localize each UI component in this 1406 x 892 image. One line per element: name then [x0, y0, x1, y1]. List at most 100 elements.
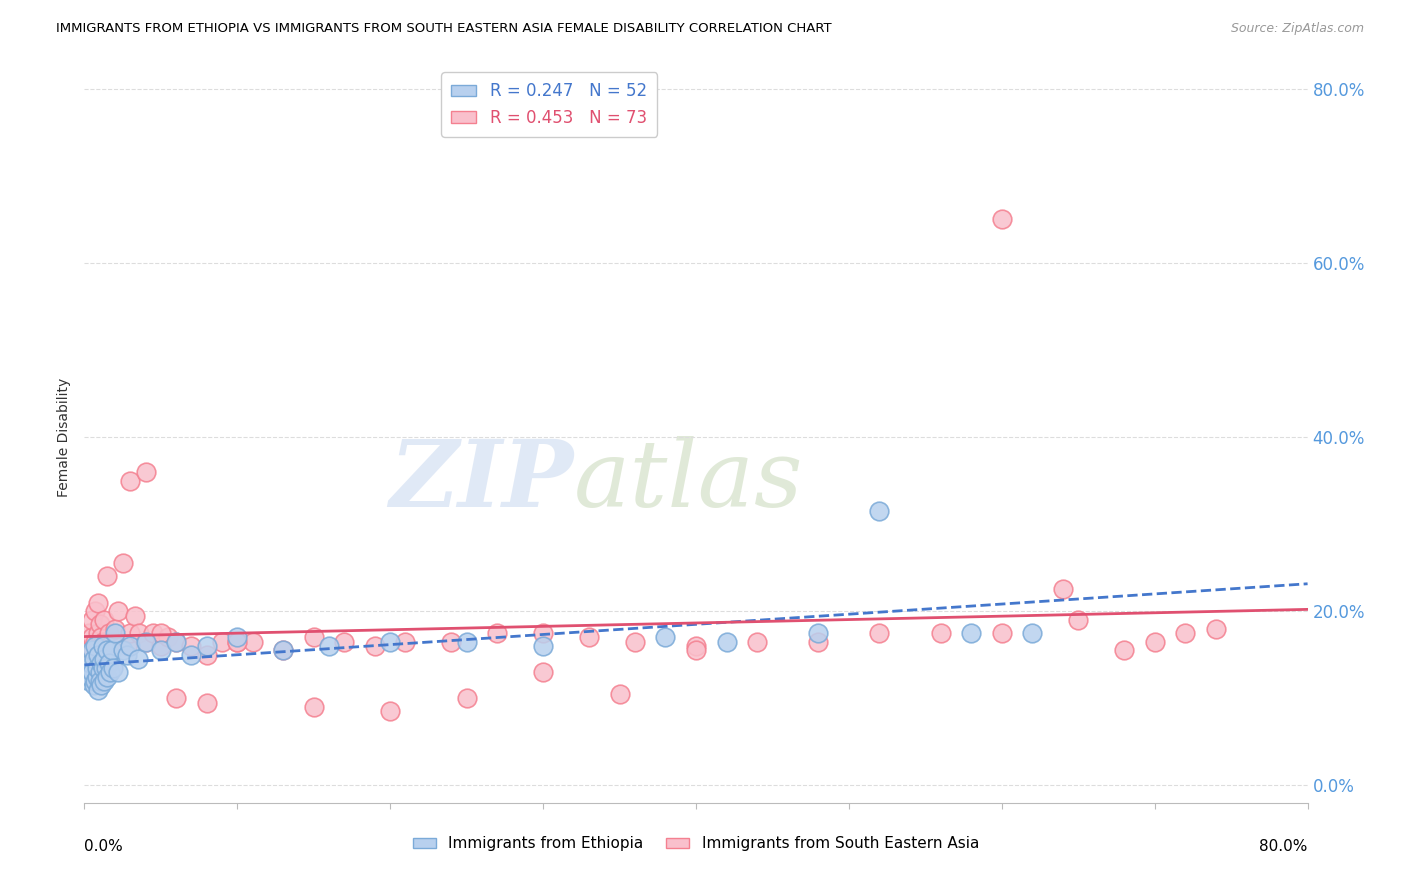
Point	[87, 595, 110, 609]
Point	[195, 696, 218, 710]
Point	[807, 634, 830, 648]
Point	[195, 648, 218, 662]
Point	[531, 626, 554, 640]
Point	[195, 639, 218, 653]
Point	[79, 643, 101, 657]
Point	[90, 631, 112, 645]
Point	[991, 626, 1014, 640]
Point	[440, 634, 463, 648]
Point	[96, 569, 118, 583]
Point	[89, 673, 111, 688]
Point	[84, 604, 107, 618]
Point	[94, 639, 117, 653]
Point	[124, 608, 146, 623]
Point	[79, 669, 101, 683]
Point	[76, 639, 98, 653]
Point	[960, 626, 983, 640]
Point	[89, 665, 111, 680]
Point	[226, 634, 249, 648]
Point	[929, 626, 952, 640]
Point	[128, 626, 150, 640]
Point	[624, 634, 647, 648]
Point	[165, 634, 187, 648]
Point	[869, 504, 891, 518]
Point	[76, 661, 98, 675]
Point	[149, 639, 172, 653]
Point	[80, 665, 103, 680]
Point	[1174, 626, 1197, 640]
Y-axis label: Female Disability: Female Disability	[58, 377, 72, 497]
Point	[318, 639, 340, 653]
Point	[91, 639, 114, 653]
Point	[685, 639, 707, 653]
Point	[1067, 613, 1090, 627]
Point	[79, 657, 101, 671]
Point	[107, 665, 129, 680]
Point	[84, 673, 107, 688]
Point	[94, 661, 117, 675]
Point	[149, 643, 172, 657]
Point	[716, 634, 738, 648]
Point	[486, 626, 509, 640]
Point	[1143, 634, 1166, 648]
Point	[101, 643, 124, 657]
Point	[302, 700, 325, 714]
Point	[83, 678, 105, 692]
Point	[211, 634, 233, 648]
Point	[609, 687, 631, 701]
Point	[98, 665, 121, 680]
Point	[685, 643, 707, 657]
Point	[104, 626, 127, 640]
Point	[1114, 643, 1136, 657]
Point	[91, 661, 114, 675]
Point	[90, 657, 112, 671]
Point	[89, 617, 111, 632]
Point	[1052, 582, 1074, 597]
Point	[531, 665, 554, 680]
Point	[115, 648, 138, 662]
Point	[242, 634, 264, 648]
Point	[87, 682, 110, 697]
Point	[93, 652, 115, 666]
Point	[84, 634, 107, 648]
Point	[149, 626, 172, 640]
Point	[654, 631, 676, 645]
Point	[271, 643, 294, 657]
Point	[90, 678, 112, 692]
Point	[77, 673, 100, 688]
Point	[127, 652, 149, 666]
Text: 0.0%: 0.0%	[84, 839, 124, 855]
Text: IMMIGRANTS FROM ETHIOPIA VS IMMIGRANTS FROM SOUTH EASTERN ASIA FEMALE DISABILITY: IMMIGRANTS FROM ETHIOPIA VS IMMIGRANTS F…	[56, 22, 832, 36]
Point	[104, 622, 127, 636]
Point	[380, 705, 402, 719]
Point	[157, 631, 180, 645]
Point	[120, 639, 142, 653]
Text: atlas: atlas	[574, 436, 803, 526]
Point	[578, 631, 600, 645]
Point	[87, 626, 110, 640]
Point	[394, 634, 416, 648]
Point	[89, 639, 111, 653]
Point	[135, 634, 157, 648]
Point	[86, 643, 108, 657]
Point	[456, 691, 478, 706]
Point	[364, 639, 387, 653]
Text: 80.0%: 80.0%	[1260, 839, 1308, 855]
Point	[97, 657, 120, 671]
Point	[111, 643, 134, 657]
Point	[97, 626, 120, 640]
Point	[103, 661, 125, 675]
Legend: Immigrants from Ethiopia, Immigrants from South Eastern Asia: Immigrants from Ethiopia, Immigrants fro…	[406, 830, 986, 857]
Point	[115, 639, 138, 653]
Point	[96, 669, 118, 683]
Point	[226, 631, 249, 645]
Point	[91, 634, 114, 648]
Point	[111, 557, 134, 571]
Point	[1205, 622, 1227, 636]
Point	[991, 212, 1014, 227]
Point	[165, 634, 187, 648]
Point	[87, 648, 110, 662]
Point	[96, 643, 118, 657]
Point	[180, 639, 202, 653]
Point	[165, 691, 187, 706]
